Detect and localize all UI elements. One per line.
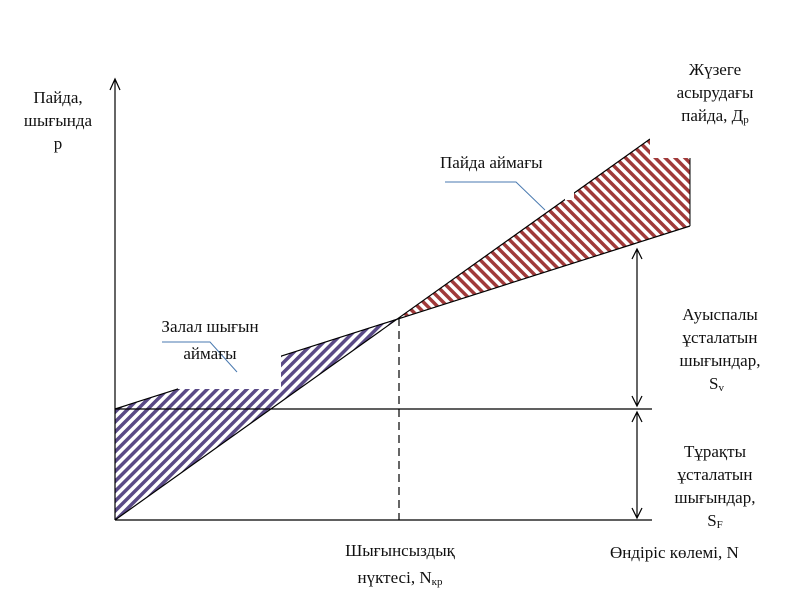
y-axis-label-line: Пайда,	[33, 88, 83, 107]
break-even-label-line: нүктесі, Nкр	[320, 566, 480, 593]
variable-costs-label-line: Ауыспалы	[682, 305, 758, 324]
revenue-label-text: пайда, Д	[681, 106, 744, 125]
y-axis-arrow-icon	[109, 77, 121, 91]
variable-costs-label-line: шығындар,	[679, 351, 761, 370]
fixed-costs-label-line: ұсталатын	[677, 465, 753, 484]
revenue-label: Жүзеге асырудағы пайда, Др	[650, 58, 780, 132]
profit-zone-leader	[445, 181, 546, 211]
arrowhead-icon	[631, 395, 643, 408]
break-even-label: Шығынсыздық нүктесі, Nкр	[320, 539, 480, 593]
loss-zone-label-line: Залал шығын	[161, 317, 259, 336]
break-even-label-text: нүктесі, N	[357, 568, 432, 587]
revenue-label-line: Жүзеге	[688, 60, 742, 79]
arrowhead-icon	[631, 507, 643, 520]
loss-zone-label: Залал шығын аймағы	[140, 315, 280, 365]
fixed-costs-label-line: шығындар,	[674, 488, 756, 507]
y-axis-label-line: шығында	[23, 111, 93, 130]
revenue-label-line: пайда, Др	[650, 104, 780, 132]
revenue-label-subscript: р	[743, 114, 749, 126]
profit-zone-label: Пайда аймағы	[440, 153, 543, 172]
fixed-costs-symbol: S	[707, 511, 717, 530]
loss-zone-label-line: аймағы	[183, 344, 237, 363]
revenue-line	[114, 138, 651, 521]
variable-costs-label-line: ұсталатын	[682, 328, 758, 347]
break-even-label-line: Шығынсыздық	[345, 541, 455, 560]
fixed-costs-subscript: F	[716, 519, 723, 531]
profit-zone	[399, 139, 690, 318]
y-axis-label: Пайда, шығында р	[8, 86, 108, 155]
variable-costs-label-line: Sv	[655, 372, 785, 400]
revenue-label-line: асырудағы	[676, 83, 754, 102]
x-axis-label: Өндіріс көлемі, N	[610, 543, 739, 562]
fixed-costs-label: Тұрақты ұсталатын шығындар, SF	[650, 440, 780, 537]
y-axis-label-line: р	[53, 134, 63, 153]
loss-zone-leader	[162, 341, 238, 373]
variable-costs-subscript: v	[718, 382, 724, 394]
arrowhead-icon	[631, 247, 643, 260]
variable-costs-label: Ауыспалы ұсталатын шығындар, Sv	[655, 303, 785, 400]
fixed-costs-label-line: Тұрақты	[683, 442, 747, 461]
fixed-costs-label-line: SF	[650, 509, 780, 537]
break-even-subscript: кр	[431, 576, 443, 588]
arrowhead-icon	[631, 410, 643, 423]
variable-costs-symbol: S	[709, 374, 719, 393]
